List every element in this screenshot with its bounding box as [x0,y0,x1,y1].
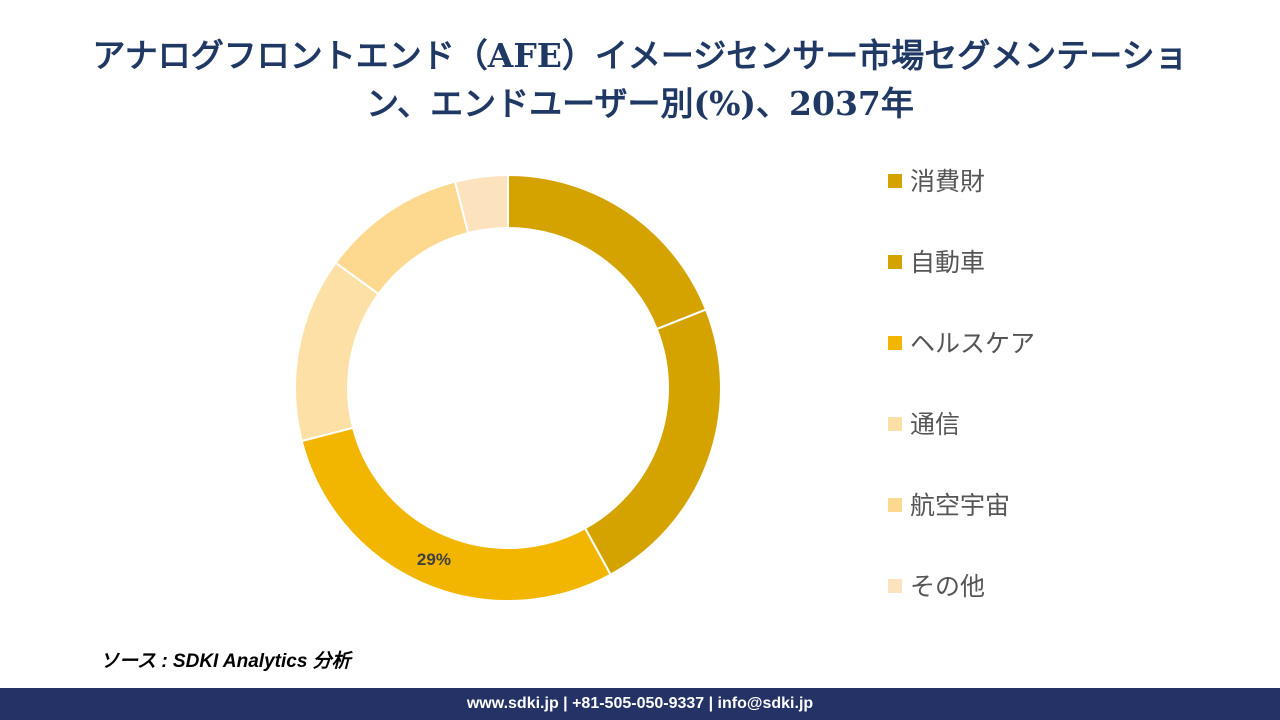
donut-slice-0 [507,173,708,331]
legend-label-4: 航空宇宙 [910,491,1011,520]
legend-item-3: 通信 [888,405,1035,486]
legend-swatch-1 [888,255,902,269]
donut-slice-5 [453,173,509,235]
legend-item-5: その他 [888,567,1035,648]
chart-title: アナログフロントエンド（AFE）イメージセンサー市場セグメンテーショ ン、エンド… [20,32,1260,128]
legend-item-2: ヘルスケア [888,324,1035,405]
source-note: ソース : SDKI Analytics 分析 [100,651,351,672]
legend-swatch-4 [888,498,902,512]
legend-label-3: 通信 [910,410,961,439]
footer-contact-bar: www.sdki.jp | +81-505-050-9337 | info@sd… [0,688,1280,720]
donut-slice-3 [294,261,380,443]
chart-legend: 消費財自動車ヘルスケア通信航空宇宙その他 [888,162,1035,648]
legend-swatch-2 [888,336,902,350]
legend-swatch-3 [888,417,902,431]
donut-slice-4 [334,180,470,296]
legend-label-1: 自動車 [910,248,986,277]
donut-slice-2 [300,426,612,602]
data-label-2: 29% [417,550,451,569]
chart-title-line-2: ン、エンドユーザー別(%)、2037年 [366,84,914,123]
legend-item-4: 航空宇宙 [888,486,1035,567]
legend-label-0: 消費財 [910,167,986,196]
legend-label-5: その他 [910,572,986,601]
legend-item-1: 自動車 [888,243,1035,324]
donut-slice-1 [583,308,722,577]
chart-title-line-1: アナログフロントエンド（AFE）イメージセンサー市場セグメンテーショ [92,36,1188,75]
legend-swatch-0 [888,174,902,188]
legend-swatch-5 [888,579,902,593]
legend-label-2: ヘルスケア [910,329,1036,358]
legend-item-0: 消費財 [888,162,1035,243]
